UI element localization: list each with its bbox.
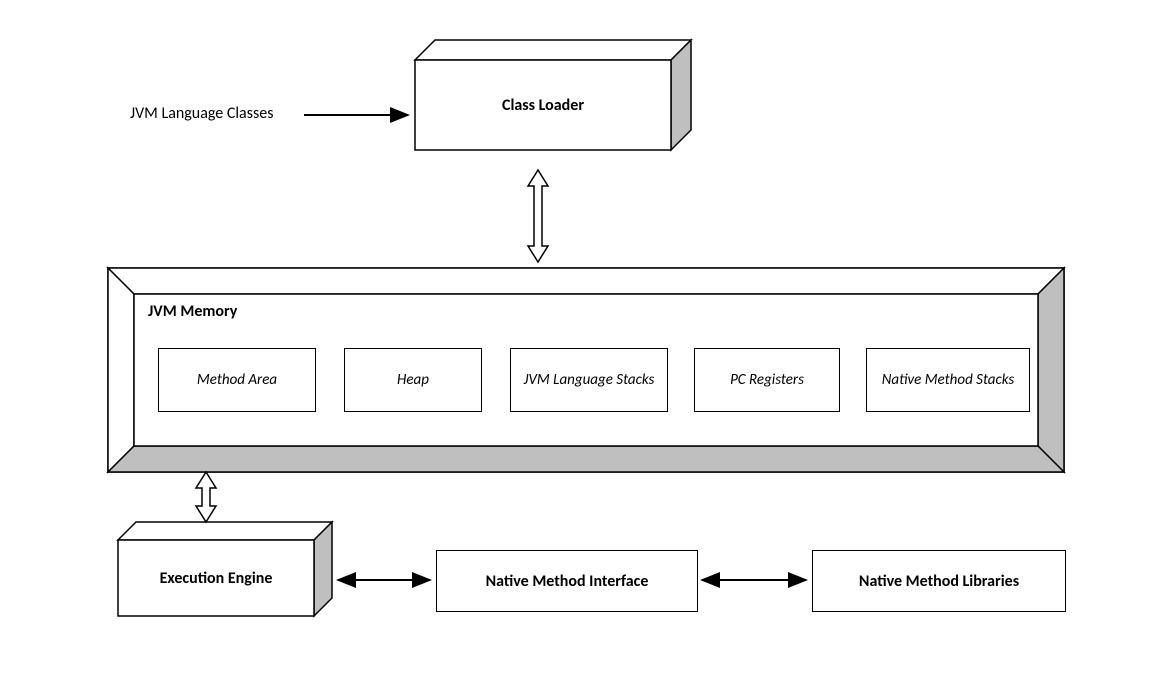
- memory-box-method-area: Method Area: [158, 348, 316, 412]
- execution-engine-label: Execution Engine: [118, 540, 314, 616]
- arrow-memory-exec: [196, 472, 216, 522]
- native-method-interface-box: Native Method Interface: [436, 550, 698, 612]
- arrow-classloader-memory: [528, 170, 548, 262]
- memory-box-heap: Heap: [344, 348, 482, 412]
- jvm-memory-title: JVM Memory: [148, 302, 237, 321]
- native-method-libraries-box: Native Method Libraries: [812, 550, 1066, 612]
- memory-box-pc-registers: PC Registers: [694, 348, 840, 412]
- input-label: JVM Language Classes: [130, 104, 273, 123]
- memory-box-jvm-stacks: JVM Language Stacks: [510, 348, 668, 412]
- class-loader-label: Class Loader: [415, 60, 671, 150]
- memory-box-native-stacks: Native Method Stacks: [866, 348, 1030, 412]
